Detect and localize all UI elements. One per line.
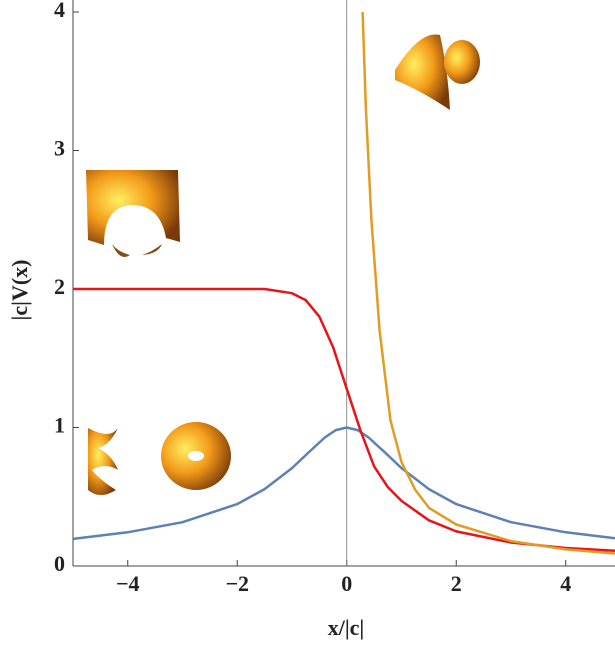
surface-icon bbox=[88, 428, 118, 495]
y-tick-label: 1 bbox=[54, 413, 65, 438]
y-tick-label: 3 bbox=[54, 136, 65, 161]
y-tick-label: 0 bbox=[54, 551, 65, 576]
x-tick-label: −2 bbox=[225, 571, 249, 596]
x-tick-label: −4 bbox=[116, 571, 140, 596]
x-axis-label: x/|c| bbox=[328, 615, 365, 640]
y-tick-label: 4 bbox=[54, 0, 65, 22]
plot-area bbox=[73, 11, 615, 555]
surface-icon bbox=[395, 34, 480, 110]
line-series bbox=[73, 287, 615, 553]
y-axis-label: |c|V(x) bbox=[7, 260, 32, 321]
x-tick-label: 4 bbox=[560, 571, 571, 596]
line-series bbox=[73, 426, 615, 541]
line-series bbox=[361, 11, 615, 555]
surface-icon bbox=[86, 170, 180, 257]
surface-icon bbox=[161, 422, 231, 490]
y-tick-label: 2 bbox=[54, 274, 65, 299]
x-tick-label: 2 bbox=[451, 571, 462, 596]
x-tick-label: 0 bbox=[341, 571, 352, 596]
